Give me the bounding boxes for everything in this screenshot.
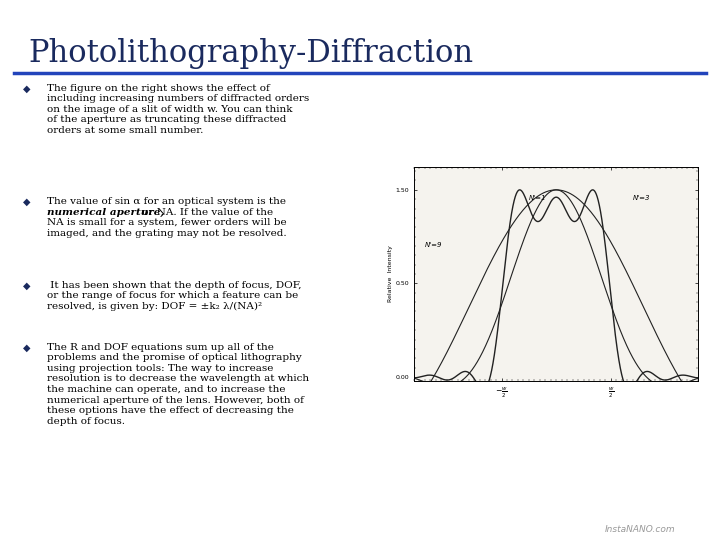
Text: The figure on the right shows the effect of: The figure on the right shows the effect… (47, 84, 269, 93)
Text: or NA. If the value of the: or NA. If the value of the (139, 207, 273, 217)
Text: InstaNANO.com: InstaNANO.com (605, 524, 675, 534)
Text: of the aperture as truncating these diffracted: of the aperture as truncating these diff… (47, 116, 286, 124)
Text: The value of sin α for an optical system is the: The value of sin α for an optical system… (47, 197, 286, 206)
Text: N'=3: N'=3 (633, 195, 650, 201)
Text: ◆: ◆ (23, 197, 30, 207)
Text: using projection tools: The way to increase: using projection tools: The way to incre… (47, 364, 273, 373)
Text: depth of focus.: depth of focus. (47, 417, 125, 426)
Text: ◆: ◆ (23, 84, 30, 94)
Text: including increasing numbers of diffracted orders: including increasing numbers of diffract… (47, 94, 309, 103)
Text: N'=1: N'=1 (529, 195, 546, 201)
Text: on the image of a slit of width w. You can think: on the image of a slit of width w. You c… (47, 105, 292, 114)
Text: resolution is to decrease the wavelength at which: resolution is to decrease the wavelength… (47, 375, 309, 383)
Text: numerical aperture,: numerical aperture, (47, 207, 164, 217)
Text: the machine can operate, and to increase the: the machine can operate, and to increase… (47, 385, 285, 394)
Text: The R and DOF equations sum up all of the: The R and DOF equations sum up all of th… (47, 343, 274, 352)
Text: problems and the promise of optical lithography: problems and the promise of optical lith… (47, 354, 302, 362)
Text: these options have the effect of decreasing the: these options have the effect of decreas… (47, 406, 294, 415)
Text: imaged, and the grating may not be resolved.: imaged, and the grating may not be resol… (47, 229, 287, 238)
Text: N'=9: N'=9 (425, 242, 442, 248)
Text: Photolithography-Diffraction: Photolithography-Diffraction (29, 38, 474, 69)
Text: or the range of focus for which a feature can be: or the range of focus for which a featur… (47, 292, 298, 300)
Text: NA is small for a system, fewer orders will be: NA is small for a system, fewer orders w… (47, 218, 287, 227)
Text: ◆: ◆ (23, 343, 30, 353)
Text: It has been shown that the depth of focus, DOF,: It has been shown that the depth of focu… (47, 281, 301, 290)
Text: numerical aperture of the lens. However, both of: numerical aperture of the lens. However,… (47, 395, 304, 404)
Text: resolved, is given by: DOF = ±k₂ λ/(NA)²: resolved, is given by: DOF = ±k₂ λ/(NA)² (47, 302, 262, 311)
Text: ◆: ◆ (23, 281, 30, 291)
Text: orders at some small number.: orders at some small number. (47, 126, 203, 135)
Y-axis label: Relative  Intensity: Relative Intensity (388, 246, 392, 302)
